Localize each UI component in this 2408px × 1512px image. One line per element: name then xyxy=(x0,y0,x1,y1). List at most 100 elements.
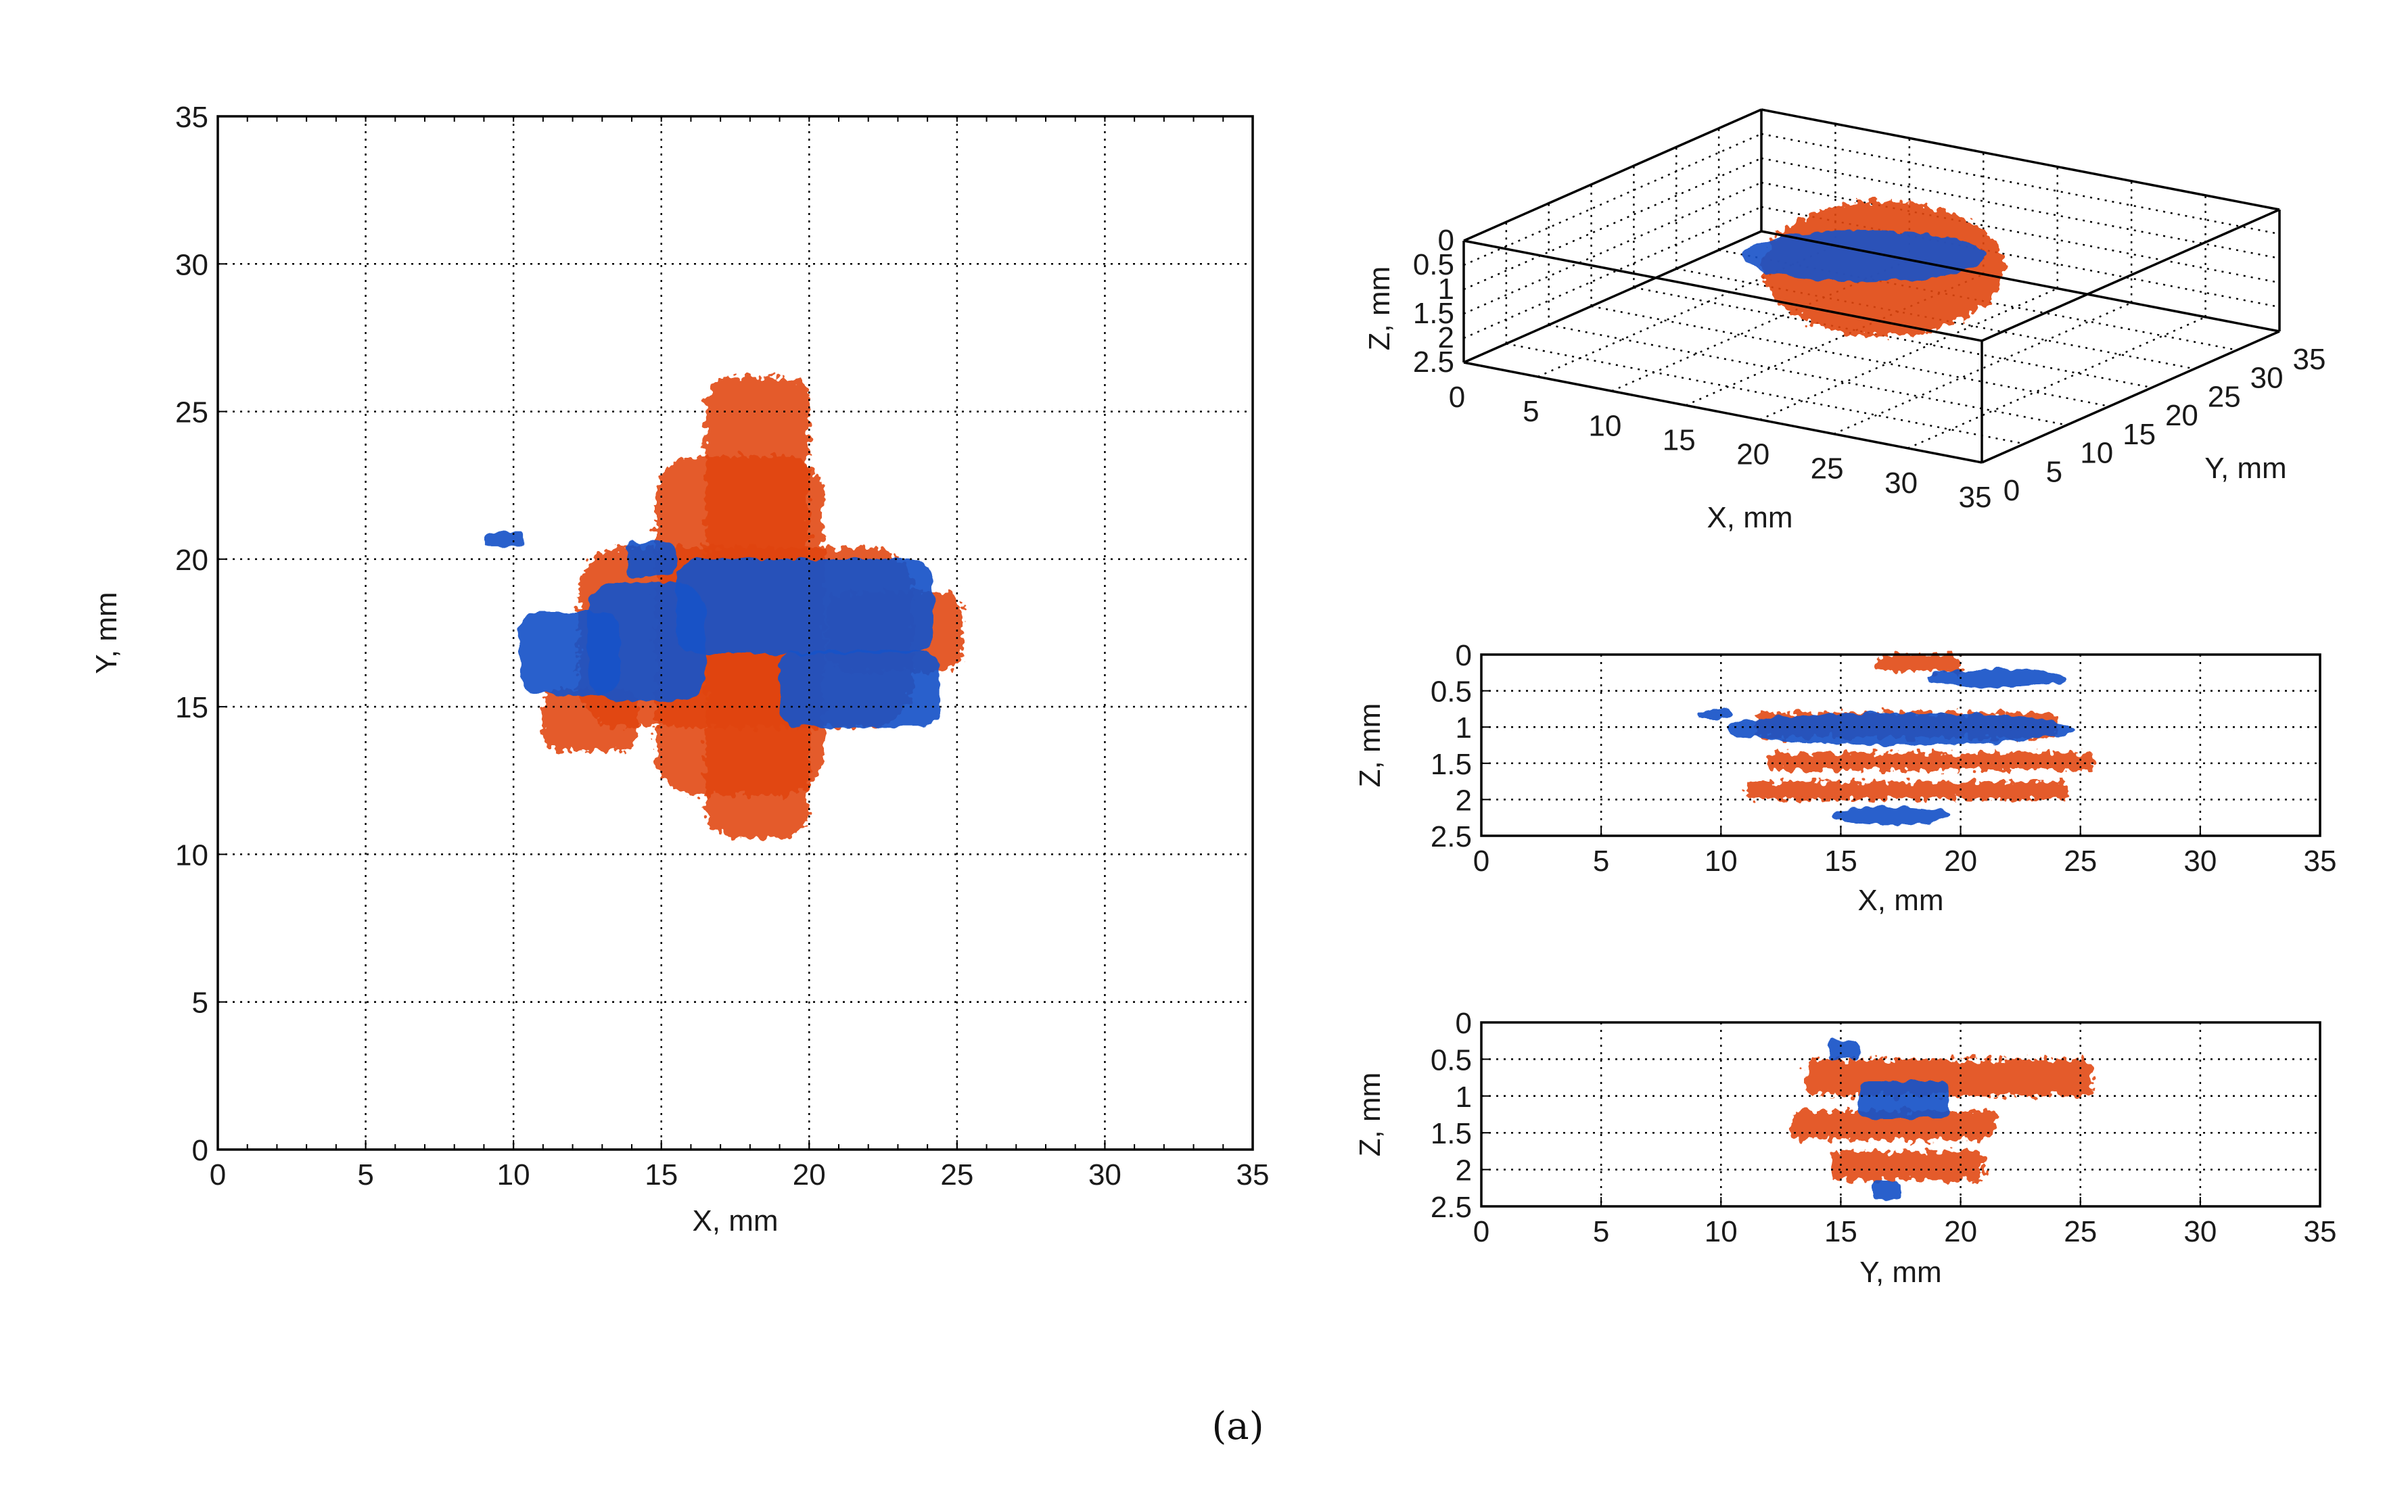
orange-region xyxy=(1744,781,2068,800)
orange-region xyxy=(1769,752,2093,771)
z-tick-label: 1.5 xyxy=(1413,297,1454,330)
blue-region xyxy=(779,651,940,728)
data-layer xyxy=(1742,201,2006,337)
z-tick-label: 2.5 xyxy=(1413,346,1454,379)
y-axis-label: Z, mm xyxy=(1353,1072,1387,1157)
z-axis-label: Z, mm xyxy=(1363,266,1396,351)
x-axis-label: X, mm xyxy=(1857,884,1943,917)
axes-frame xyxy=(1480,1021,2321,1208)
blue-region xyxy=(1696,709,1733,720)
blue-region xyxy=(484,532,526,548)
y-tick-label: 2 xyxy=(1456,1154,1472,1187)
x-tick-label: 30 xyxy=(1884,467,1918,500)
y-tick-label: 10 xyxy=(2080,437,2113,470)
data-layer xyxy=(484,376,963,837)
z-tick-label: 2 xyxy=(1438,321,1454,354)
wall-gridline xyxy=(1761,133,2280,235)
x-tick-label: 0 xyxy=(1449,381,1465,414)
z-tick-label: 0.5 xyxy=(1413,248,1454,281)
xy-panel: 0 5 10 15 20 25 30 35 0 5 10 15 20 25 30 35 X, mm Y, mm xyxy=(90,101,1269,1237)
blue-region xyxy=(1924,669,2066,688)
y-tick-label: 0.5 xyxy=(1431,676,1472,709)
x-tick-label: 20 xyxy=(1736,438,1769,471)
xz-panel: 0 5 10 15 20 25 30 35 0 0.511.522.5 X, mm Z, mm xyxy=(1353,639,2336,917)
x-tick-label: 25 xyxy=(2064,1215,2097,1248)
x-tick-label: 0 xyxy=(1473,1215,1489,1248)
floor-gridline xyxy=(1548,324,2067,426)
floor-gridline xyxy=(1676,268,2195,370)
blue-region xyxy=(1726,712,2076,745)
z-tick-label: 1 xyxy=(1438,273,1454,306)
x-tick-label: 25 xyxy=(1811,452,1844,486)
x-tick-label: 30 xyxy=(2183,1215,2217,1248)
orange-region xyxy=(542,688,638,751)
data-layer xyxy=(1792,1041,2093,1200)
x-tick-label: 25 xyxy=(940,1158,973,1191)
x-tick-label: 15 xyxy=(1663,423,1696,456)
wall-gridline xyxy=(1761,206,2280,308)
y-tick-label: 20 xyxy=(175,544,208,577)
y-axis-label: Y, mm xyxy=(90,592,123,674)
xyz-3d-panel: 0 5 10 15 20 25 30 35 0510152025303500.511.522.5… xyxy=(1363,108,2325,534)
x-axis-label: X, mm xyxy=(692,1204,778,1237)
y-tick-label: 25 xyxy=(2208,380,2241,413)
x-tick-label: 35 xyxy=(2304,845,2337,878)
x-axis-label: X, mm xyxy=(1707,501,1792,534)
y-tick-label: 30 xyxy=(2250,362,2284,395)
x-tick-label: 15 xyxy=(1824,1215,1857,1248)
figure-caption: (a) xyxy=(1211,1404,1264,1448)
wall-gridline xyxy=(1761,181,2280,284)
grid-layer xyxy=(1481,1022,2320,1206)
y-tick-label: 0 xyxy=(1456,1007,1472,1040)
y-tick-label: 15 xyxy=(175,691,208,724)
x-tick-label: 10 xyxy=(1705,845,1738,878)
x-tick-label: 20 xyxy=(793,1158,826,1191)
box-edge xyxy=(1981,208,2280,342)
blue-region xyxy=(1828,1041,1860,1060)
y-tick-label: 0 xyxy=(1456,639,1472,672)
x-tick-label: 0 xyxy=(210,1158,226,1191)
box-edge xyxy=(1981,330,2280,464)
grid-layer xyxy=(1481,655,2320,836)
floor-gridline xyxy=(1591,305,2110,408)
x-tick-label: 30 xyxy=(1088,1158,1121,1191)
x-tick-label: 20 xyxy=(1944,845,1977,878)
y-tick-label: 25 xyxy=(175,396,208,429)
box-edge xyxy=(1463,108,1762,242)
x-tick-label: 15 xyxy=(645,1158,678,1191)
grid-layer xyxy=(217,116,1253,1150)
x-tick-label: 30 xyxy=(2183,845,2217,878)
x-tick-label: 5 xyxy=(1593,845,1609,878)
y-tick-label: 1 xyxy=(1456,1081,1472,1114)
x-axis-label: Y, mm xyxy=(1859,1256,1941,1289)
blue-region xyxy=(676,559,933,654)
box-edge xyxy=(1463,230,1762,364)
y-tick-label: 35 xyxy=(175,101,208,134)
z-tick-label: 0 xyxy=(1438,224,1454,257)
y-tick-label: 2.5 xyxy=(1431,820,1472,853)
wall-gridline xyxy=(1463,206,1762,339)
y-tick-label: 1.5 xyxy=(1431,1117,1472,1150)
y-tick-label: 1.5 xyxy=(1431,748,1472,781)
x-tick-label: 10 xyxy=(497,1158,530,1191)
axes-frame xyxy=(1480,653,2321,837)
data-layer xyxy=(1696,655,2093,825)
y-tick-label: 20 xyxy=(2165,399,2198,432)
y-tick-label: 2.5 xyxy=(1431,1191,1472,1224)
x-tick-label: 5 xyxy=(1523,395,1539,428)
blue-region xyxy=(1742,230,1987,282)
blue-region xyxy=(1859,1081,1949,1118)
x-tick-label: 5 xyxy=(357,1158,373,1191)
wall-gridline xyxy=(1463,133,1762,266)
x-tick-label: 5 xyxy=(1593,1215,1609,1248)
y-tick-label: 0.5 xyxy=(1431,1043,1472,1077)
floor-gridline xyxy=(1634,286,2152,389)
x-tick-label: 10 xyxy=(1588,409,1621,442)
x-tick-label: 0 xyxy=(1473,845,1489,878)
blue-region xyxy=(1831,807,1951,825)
y-tick-label: 5 xyxy=(192,987,208,1020)
box-edge xyxy=(1463,361,1983,464)
x-tick-label: 25 xyxy=(2064,845,2097,878)
floor-gridline xyxy=(1506,343,2025,445)
